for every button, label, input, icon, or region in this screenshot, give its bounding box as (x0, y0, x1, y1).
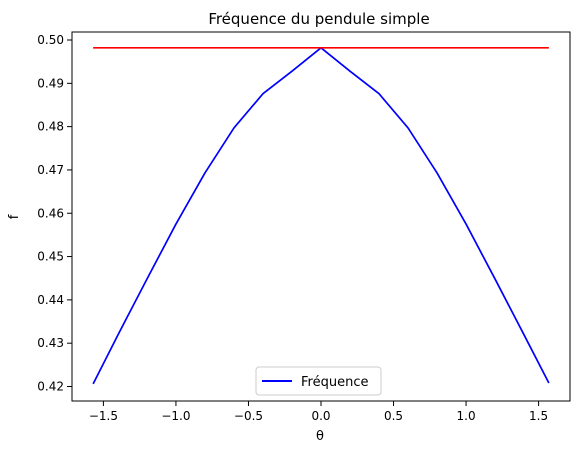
y-tick-label: 0.49 (37, 76, 64, 90)
x-tick-label: 0.0 (311, 409, 330, 423)
y-tick-label: 0.47 (37, 163, 64, 177)
plot-frame (71, 31, 571, 402)
y-tick-label: 0.45 (37, 250, 64, 264)
plot-area (92, 46, 550, 385)
y-tick-label: 0.43 (37, 336, 64, 350)
x-tick-label: 1.0 (457, 409, 476, 423)
series-frequence-line (92, 46, 550, 385)
x-tick-label: −1.0 (161, 409, 190, 423)
x-axis: −1.5 −1.0 −0.5 0.0 0.5 1.0 1.5 (89, 401, 548, 423)
y-axis-label: f (7, 214, 22, 219)
y-tick-label: 0.48 (37, 120, 64, 134)
chart-title: Fréquence du pendule simple (208, 10, 429, 28)
y-tick-label: 0.42 (37, 379, 64, 393)
x-tick-label: −0.5 (234, 409, 263, 423)
x-tick-label: −1.5 (89, 409, 118, 423)
legend: Fréquence (255, 366, 382, 396)
x-tick-label: 0.5 (384, 409, 403, 423)
y-tick-label: 0.46 (37, 206, 64, 220)
x-tick-label: 1.5 (529, 409, 548, 423)
y-tick-label: 0.44 (37, 293, 64, 307)
y-axis: 0.42 0.43 0.44 0.45 0.46 0.47 0.48 0.49 0.50 (37, 33, 72, 393)
legend-frame (255, 366, 382, 396)
y-tick-label: 0.50 (37, 33, 64, 47)
x-axis-label: θ (316, 429, 324, 444)
legend-label-frequence: Fréquence (301, 375, 368, 390)
